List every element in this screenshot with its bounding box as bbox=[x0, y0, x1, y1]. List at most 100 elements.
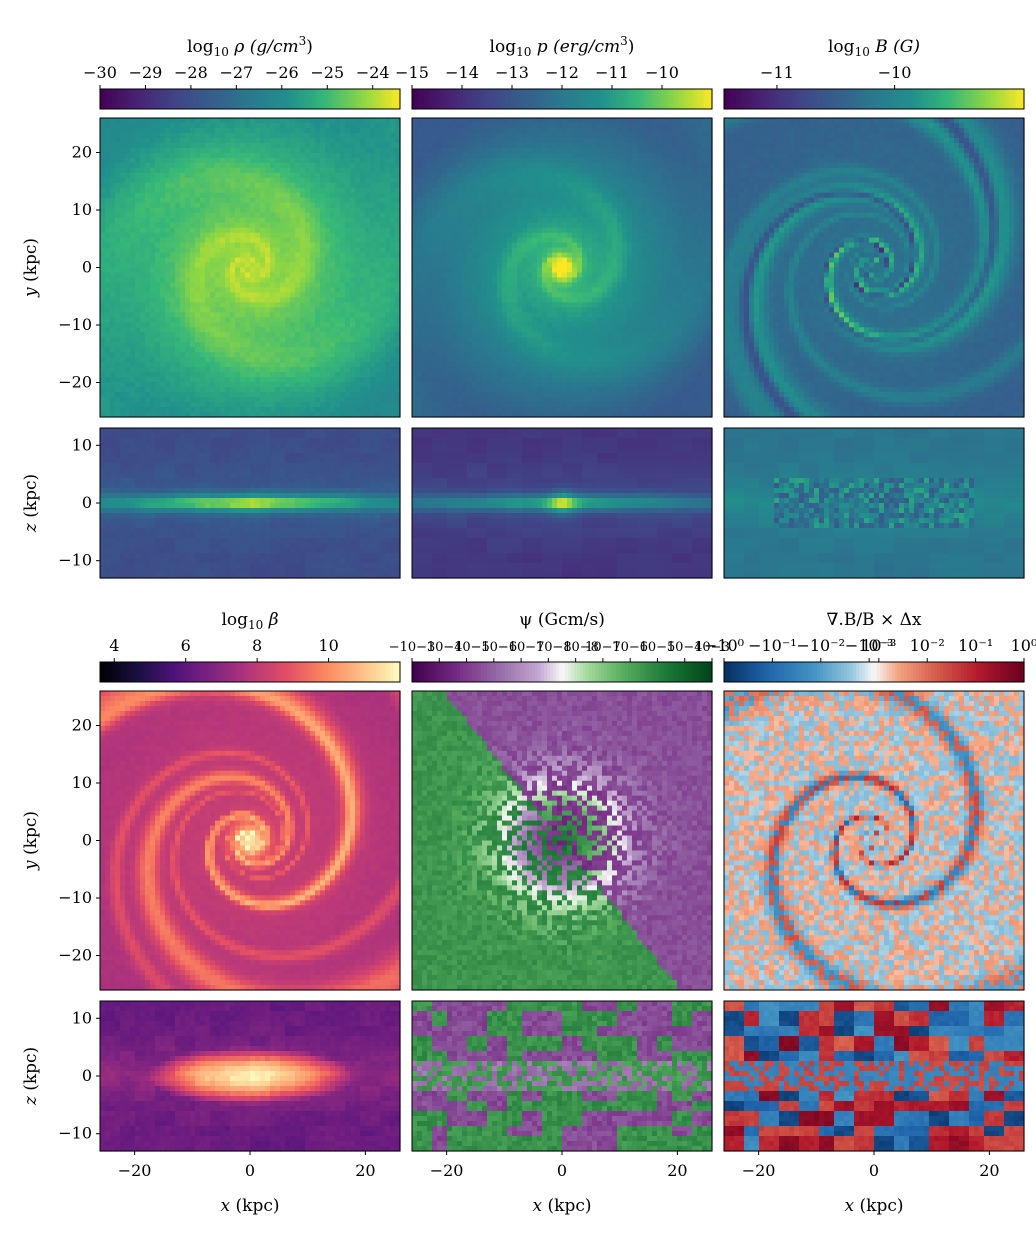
heatmap-cell bbox=[315, 168, 321, 174]
heatmap-cell bbox=[255, 568, 261, 574]
heatmap-cell bbox=[390, 367, 396, 373]
heatmap-cell bbox=[235, 327, 241, 333]
heatmap-cell bbox=[225, 402, 231, 408]
heatmap-cell bbox=[150, 317, 156, 323]
heatmap-cell bbox=[145, 407, 151, 413]
heatmap-cell bbox=[225, 198, 231, 204]
heatmap-cell bbox=[100, 193, 106, 199]
heatmap-cell bbox=[145, 463, 151, 469]
heatmap-cell bbox=[320, 287, 326, 293]
heatmap-cell bbox=[225, 258, 231, 264]
heatmap-cell bbox=[140, 208, 146, 214]
heatmap-cell bbox=[220, 352, 226, 358]
heatmap-cell bbox=[330, 233, 336, 239]
heatmap-cell bbox=[310, 208, 316, 214]
heatmap-cell bbox=[260, 433, 266, 439]
heatmap-cell bbox=[355, 223, 361, 229]
heatmap-cell bbox=[290, 513, 296, 519]
heatmap-cell bbox=[370, 362, 376, 368]
heatmap-cell bbox=[265, 268, 271, 274]
heatmap-cell bbox=[205, 312, 211, 318]
heatmap-cell bbox=[195, 178, 201, 184]
heatmap-cell bbox=[205, 178, 211, 184]
heatmap-cell bbox=[270, 193, 276, 199]
heatmap-cell bbox=[190, 402, 196, 408]
heatmap-cell bbox=[350, 128, 356, 134]
heatmap-cell bbox=[230, 133, 236, 139]
heatmap-cell bbox=[315, 208, 321, 214]
heatmap-cell bbox=[325, 352, 331, 358]
heatmap-cell bbox=[170, 478, 176, 484]
heatmap-cell bbox=[345, 357, 351, 363]
heatmap-cell bbox=[325, 178, 331, 184]
heatmap-cell bbox=[355, 168, 361, 174]
heatmap-cell bbox=[380, 123, 386, 129]
heatmap-cell bbox=[340, 153, 346, 159]
heatmap-cell bbox=[280, 302, 286, 308]
heatmap-cell bbox=[365, 128, 371, 134]
heatmap-cell bbox=[190, 163, 196, 169]
heatmap-cell bbox=[245, 163, 251, 169]
heatmap-cell bbox=[205, 362, 211, 368]
heatmap-cell bbox=[175, 352, 181, 358]
heatmap-cell bbox=[110, 513, 116, 519]
heatmap-cell bbox=[190, 248, 196, 254]
heatmap-cell bbox=[125, 307, 131, 313]
heatmap-cell bbox=[140, 543, 146, 549]
heatmap-cell bbox=[320, 143, 326, 149]
heatmap-cell bbox=[390, 332, 396, 338]
heatmap-cell bbox=[145, 347, 151, 353]
heatmap-cell bbox=[285, 163, 291, 169]
heatmap-cell bbox=[315, 362, 321, 368]
heatmap-cell bbox=[165, 528, 171, 534]
heatmap-cell bbox=[100, 322, 106, 328]
heatmap-cell bbox=[355, 382, 361, 388]
heatmap-cell bbox=[205, 528, 211, 534]
heatmap-cell bbox=[350, 302, 356, 308]
heatmap-cell bbox=[325, 243, 331, 249]
heatmap-cell bbox=[140, 312, 146, 318]
heatmap-cell bbox=[115, 178, 121, 184]
heatmap-cell bbox=[160, 193, 166, 199]
heatmap-cell bbox=[340, 248, 346, 254]
heatmap-cell bbox=[310, 342, 316, 348]
heatmap-cell bbox=[140, 402, 146, 408]
heatmap-cell bbox=[130, 513, 136, 519]
heatmap-cell bbox=[355, 268, 361, 274]
heatmap-cell bbox=[355, 277, 361, 283]
heatmap-cell bbox=[120, 342, 126, 348]
heatmap-cell bbox=[240, 208, 246, 214]
heatmap-cell bbox=[170, 198, 176, 204]
heatmap-cell bbox=[355, 188, 361, 194]
heatmap-cell bbox=[305, 218, 311, 224]
heatmap-cell bbox=[195, 407, 201, 413]
heatmap-cell bbox=[275, 538, 281, 544]
heatmap-cell bbox=[275, 268, 281, 274]
heatmap-cell bbox=[330, 123, 336, 129]
heatmap-cell bbox=[105, 213, 111, 219]
heatmap-cell bbox=[280, 173, 286, 179]
heatmap-cell bbox=[155, 483, 161, 489]
heatmap-cell bbox=[265, 163, 271, 169]
heatmap-cell bbox=[365, 322, 371, 328]
heatmap-cell bbox=[260, 292, 266, 298]
heatmap-cell bbox=[320, 362, 326, 368]
heatmap-cell bbox=[350, 317, 356, 323]
heatmap-cell bbox=[270, 213, 276, 219]
heatmap-cell bbox=[360, 178, 366, 184]
heatmap-cell bbox=[185, 277, 191, 283]
heatmap-cell bbox=[205, 327, 211, 333]
heatmap-cell bbox=[375, 203, 381, 209]
heatmap-cell bbox=[290, 143, 296, 149]
heatmap-cell bbox=[240, 397, 246, 403]
heatmap-cell bbox=[235, 158, 241, 164]
heatmap-cell bbox=[100, 387, 106, 393]
heatmap-cell bbox=[130, 282, 136, 288]
heatmap-cell bbox=[280, 548, 286, 554]
heatmap-cell bbox=[305, 483, 311, 489]
heatmap-cell bbox=[295, 173, 301, 179]
heatmap-cell bbox=[170, 508, 176, 514]
heatmap-cell bbox=[335, 263, 341, 269]
heatmap-cell bbox=[105, 372, 111, 378]
heatmap-cell bbox=[220, 473, 226, 479]
